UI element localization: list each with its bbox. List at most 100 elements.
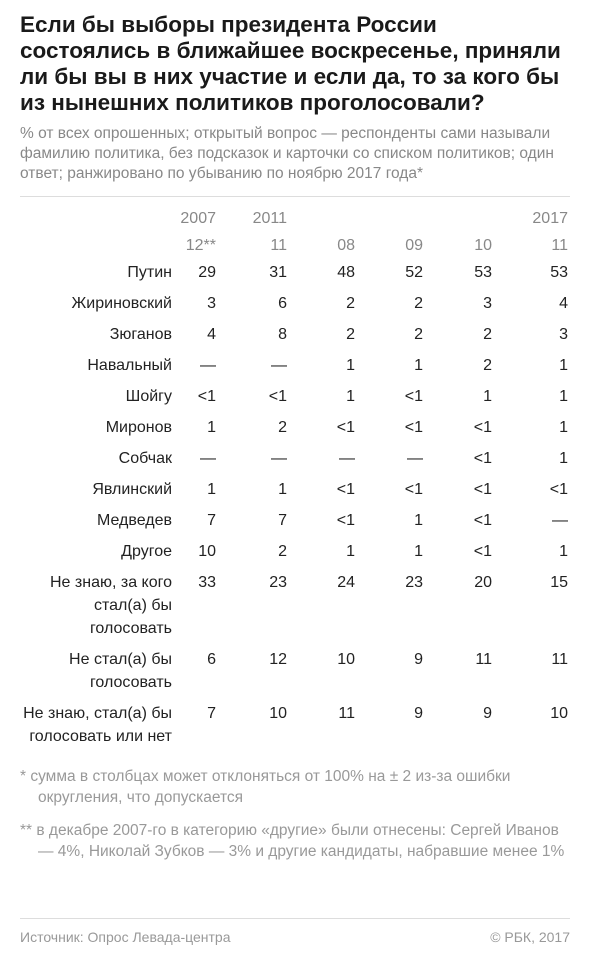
row-label: Не знаю, за кого стал(а) бы голосовать <box>50 574 172 637</box>
cell: 53 <box>550 264 568 281</box>
header-cell: 2011 <box>252 210 287 227</box>
row-label: Зюганов <box>109 326 172 343</box>
cell: — <box>271 450 287 467</box>
cell: 9 <box>414 705 423 722</box>
cell: 2 <box>483 357 492 374</box>
header-row: 2007 2011 2017 <box>20 207 568 234</box>
cell: 20 <box>474 574 492 591</box>
cell: 7 <box>207 705 216 722</box>
source: Источник: Опрос Левада-центра <box>20 929 231 945</box>
cell: 1 <box>346 388 355 405</box>
row-label: Путин <box>127 264 172 281</box>
header-cell: 2007 <box>180 210 216 227</box>
table-row: Собчак — — — — <1 1 <box>20 447 568 478</box>
cell: 1 <box>414 543 423 560</box>
header-cell: 11 <box>551 237 568 254</box>
cell: 9 <box>414 651 423 668</box>
footnote: * сумма в столбцах может отклоняться от … <box>20 768 511 806</box>
header-cell <box>20 234 172 261</box>
header-cell: 09 <box>405 237 423 254</box>
cell: 52 <box>405 264 423 281</box>
cell: <1 <box>473 481 492 498</box>
table-row: Жириновский 3 6 2 2 3 4 <box>20 292 568 323</box>
cell: 1 <box>346 543 355 560</box>
cell: 1 <box>278 481 287 498</box>
table-row: Не знаю, за кого стал(а) бы голосовать 33… <box>20 571 568 648</box>
cell: <1 <box>336 481 355 498</box>
cell: 33 <box>198 574 216 591</box>
header-cell <box>355 207 423 234</box>
cell: <1 <box>473 543 492 560</box>
cell: <1 <box>404 419 423 436</box>
cell: <1 <box>473 450 492 467</box>
cell: 23 <box>269 574 287 591</box>
cell: 23 <box>405 574 423 591</box>
cell: 11 <box>551 651 568 668</box>
table-row: Не знаю, стал(а) бы голосовать или нет 7 1… <box>20 702 568 756</box>
document: Если бы выборы президента России состоял… <box>20 12 570 860</box>
header-cell: 11 <box>270 237 287 254</box>
cell: 2 <box>278 419 287 436</box>
cell: — <box>407 450 423 467</box>
cell: 4 <box>207 326 216 343</box>
cell: 2 <box>278 543 287 560</box>
cell: 12 <box>269 651 287 668</box>
cell: 48 <box>337 264 355 281</box>
divider <box>20 196 570 197</box>
subtitle: % от всех опрошенных; открытый вопрос — … <box>20 125 554 182</box>
cell: 1 <box>559 388 568 405</box>
row-label: Собчак <box>118 450 172 467</box>
cell: — <box>271 357 287 374</box>
cell: 10 <box>198 543 216 560</box>
cell: 1 <box>414 512 423 529</box>
table-row: Шойгу <1 <1 1 <1 1 1 <box>20 385 568 416</box>
row-label: Миронов <box>105 419 172 436</box>
cell: 2 <box>414 326 423 343</box>
cell: <1 <box>549 481 568 498</box>
cell: 10 <box>337 651 355 668</box>
cell: <1 <box>336 419 355 436</box>
cell: <1 <box>336 512 355 529</box>
cell: 2 <box>414 295 423 312</box>
cell: 4 <box>559 295 568 312</box>
footnote: ** в декабре 2007-го в категорию «другие… <box>20 822 565 860</box>
cell: — <box>200 357 216 374</box>
cell: 1 <box>559 450 568 467</box>
table-row: Явлинский 1 1 <1 <1 <1 <1 <box>20 478 568 509</box>
table-row: Навальный — — 1 1 2 1 <box>20 354 568 385</box>
cell: 29 <box>198 264 216 281</box>
header-cell <box>20 207 172 234</box>
header-cell: 08 <box>337 237 355 254</box>
cell: 2 <box>346 326 355 343</box>
cell: <1 <box>473 419 492 436</box>
cell: <1 <box>473 512 492 529</box>
data-table: 2007 2011 2017 12** 11 08 09 10 11 Путин 29 31 48 52 5… <box>20 207 568 756</box>
cell: 1 <box>559 543 568 560</box>
row-label: Медведев <box>97 512 172 529</box>
cell: 11 <box>338 705 355 722</box>
cell: 10 <box>550 705 568 722</box>
cell: 6 <box>278 295 287 312</box>
cell: 31 <box>269 264 287 281</box>
cell: <1 <box>268 388 287 405</box>
cell: 1 <box>559 419 568 436</box>
cell: 1 <box>414 357 423 374</box>
header-cell <box>287 207 355 234</box>
cell: 3 <box>559 326 568 343</box>
cell: <1 <box>404 388 423 405</box>
cell: 15 <box>550 574 568 591</box>
cell: 2 <box>483 326 492 343</box>
title: Если бы выборы президента России состоял… <box>20 12 561 115</box>
cell: <1 <box>404 481 423 498</box>
cell: 3 <box>207 295 216 312</box>
cell: 8 <box>278 326 287 343</box>
row-label: Явлинский <box>92 481 172 498</box>
cell: 11 <box>475 651 492 668</box>
table-row: Другое 10 2 1 1 <1 1 <box>20 540 568 571</box>
table-row: Зюганов 4 8 2 2 2 3 <box>20 323 568 354</box>
cell: 6 <box>207 651 216 668</box>
cell: 1 <box>207 419 216 436</box>
copyright: © РБК, 2017 <box>490 929 570 945</box>
header-cell: 10 <box>474 237 492 254</box>
row-label: Не стал(а) бы голосовать <box>69 651 172 691</box>
